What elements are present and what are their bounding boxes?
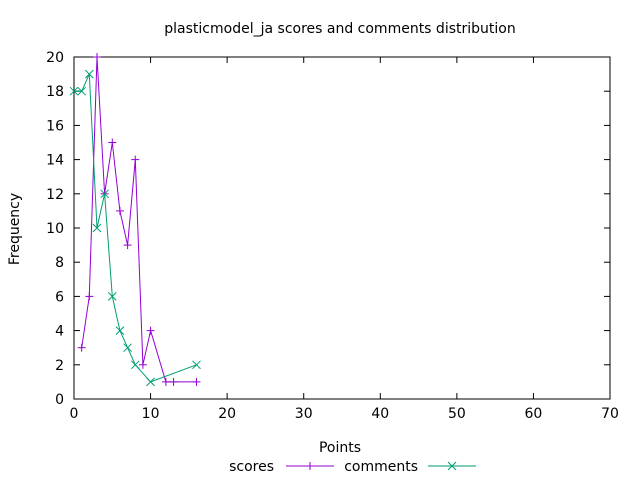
data-point xyxy=(84,69,94,79)
x-tick-label: 30 xyxy=(295,406,313,422)
data-point xyxy=(77,343,86,352)
data-point xyxy=(146,326,155,335)
data-point xyxy=(108,138,117,147)
y-tick-label: 16 xyxy=(46,118,64,134)
data-point xyxy=(161,377,170,386)
data-point xyxy=(123,241,132,250)
cross-icon xyxy=(77,86,87,96)
data-point xyxy=(130,360,140,370)
data-point xyxy=(131,155,140,164)
y-tick-label: 12 xyxy=(46,187,64,203)
x-tick-label: 10 xyxy=(142,406,160,422)
x-tick-label: 20 xyxy=(218,406,236,422)
x-tick-label: 0 xyxy=(70,406,79,422)
data-point xyxy=(85,292,94,301)
cross-icon xyxy=(130,360,140,370)
data-point xyxy=(123,343,132,353)
legend-marker xyxy=(447,461,457,471)
x-tick-label: 60 xyxy=(525,406,543,422)
axes: 0 2 4 6 8 10 12 14 16 18 20 0 10 20 30 40 50 60 70 xyxy=(46,50,619,422)
cross-icon xyxy=(115,326,125,335)
cross-icon xyxy=(192,360,201,370)
data-point xyxy=(69,86,79,96)
data-point xyxy=(115,326,125,335)
legend-label: scores xyxy=(229,459,274,475)
y-tick-label: 18 xyxy=(46,84,64,100)
data-point xyxy=(115,206,124,215)
cross-icon xyxy=(92,223,102,233)
x-tick-label: 70 xyxy=(601,406,619,422)
legend-label: comments xyxy=(344,459,418,475)
y-tick-label: 10 xyxy=(46,221,64,237)
cross-icon xyxy=(447,461,457,471)
y-tick-label: 0 xyxy=(55,392,64,408)
y-tick-label: 20 xyxy=(46,50,64,66)
data-point xyxy=(100,189,109,199)
y-tick-label: 8 xyxy=(55,255,64,271)
legend: scores comments xyxy=(229,459,476,475)
data-point xyxy=(92,223,102,233)
data-point xyxy=(92,53,101,61)
plot-frame xyxy=(73,56,611,400)
cross-icon xyxy=(107,292,117,301)
y-tick-label: 2 xyxy=(55,358,64,374)
data-point xyxy=(146,377,155,387)
y-tick-label: 6 xyxy=(55,289,64,305)
y-axis-label: Frequency xyxy=(7,193,23,265)
cross-icon xyxy=(84,69,94,79)
legend-marker xyxy=(306,462,314,470)
data-point xyxy=(107,292,117,301)
data-point xyxy=(169,377,178,386)
x-tick-label: 50 xyxy=(448,406,466,422)
series-layer xyxy=(69,53,201,387)
data-point xyxy=(77,86,87,96)
y-tick-label: 14 xyxy=(46,153,64,169)
chart-title: plasticmodel_ja scores and comments dist… xyxy=(164,21,515,37)
x-tick-label: 40 xyxy=(371,406,389,422)
cross-icon xyxy=(69,86,79,96)
cross-icon xyxy=(100,189,109,199)
cross-icon xyxy=(123,343,132,353)
data-point xyxy=(138,360,147,369)
cross-icon xyxy=(146,377,155,387)
y-tick-label: 4 xyxy=(55,324,64,340)
data-point xyxy=(192,377,201,386)
series-line xyxy=(74,73,197,383)
series-comments xyxy=(69,69,201,387)
data-point xyxy=(192,360,201,370)
x-axis-label: Points xyxy=(319,440,361,456)
